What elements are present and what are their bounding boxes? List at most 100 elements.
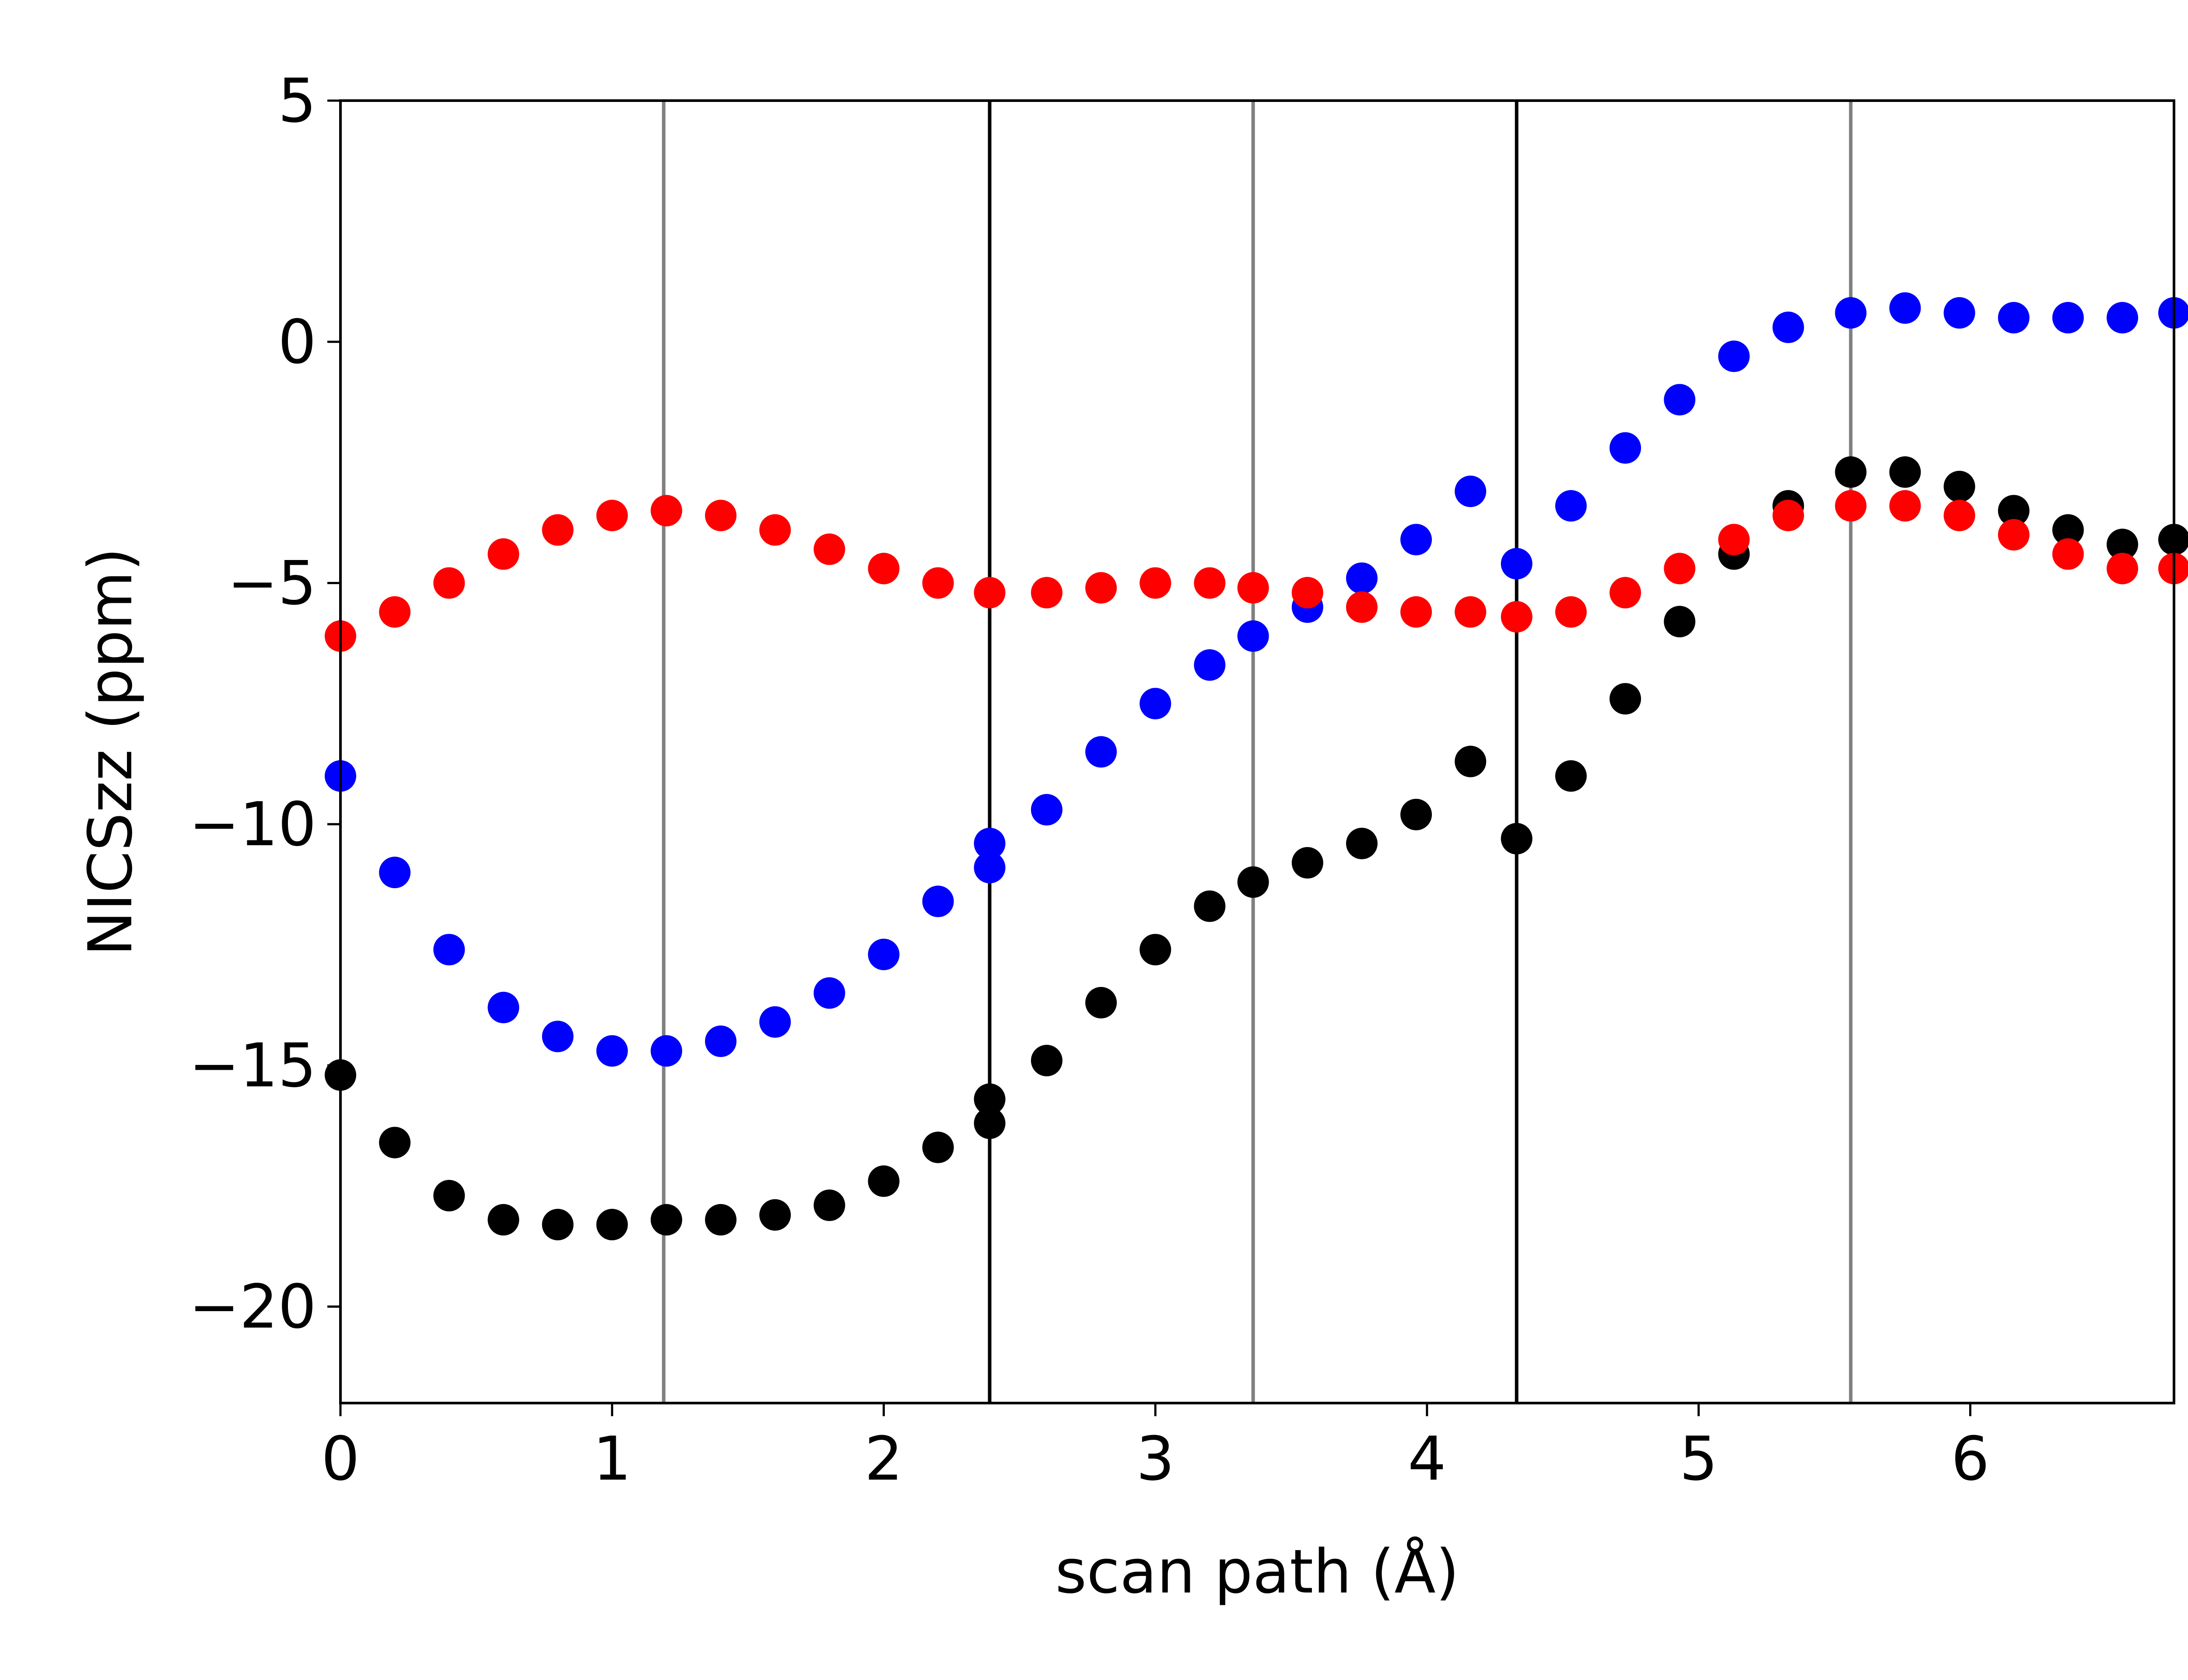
series-0-point-30 (1889, 292, 1921, 324)
y-tick-label: −20 (189, 1271, 316, 1342)
series-0-point-22 (1455, 476, 1487, 508)
y-tick-label: −5 (228, 548, 316, 619)
series-1-point-20 (1346, 827, 1378, 859)
series-1-point-24 (1555, 760, 1587, 792)
series-0-point-17 (1194, 649, 1226, 681)
series-2-point-19 (1346, 591, 1378, 623)
series-1-point-17 (1194, 890, 1226, 922)
x-axis-ticks: 0 1 2 3 4 5 6 (321, 1403, 1989, 1494)
y-tick-label: 5 (278, 66, 316, 136)
series-0-point-24 (1555, 490, 1587, 522)
reference-lines (662, 101, 1853, 1403)
series-2-point-33 (2107, 553, 2139, 584)
series-1-point-11 (922, 1131, 954, 1163)
series-2-point-20 (1400, 596, 1432, 628)
series-1-point-33 (2052, 514, 2084, 546)
series-2-point-31 (1998, 519, 2030, 551)
series-1-point-26 (1664, 606, 1696, 637)
series-1-point-6 (650, 1204, 682, 1236)
plot-area-frame (339, 99, 2175, 1404)
series-1-point-15 (1085, 987, 1117, 1018)
series-2-point-14 (1085, 572, 1117, 604)
series-2-point-30 (1943, 500, 1975, 532)
series-2-point-23 (1555, 596, 1587, 628)
series-0-point-14 (1031, 794, 1062, 826)
series-1-point-14 (1031, 1045, 1062, 1077)
y-tick-label: −10 (189, 789, 316, 860)
series-0-point-5 (596, 1035, 628, 1067)
series-2-point-13 (1031, 577, 1062, 609)
series-1-point-9 (813, 1189, 845, 1221)
series-1-point-4 (542, 1209, 574, 1241)
series-2-point-21 (1455, 596, 1487, 628)
series-2-point-6 (650, 495, 682, 527)
series-0-point-4 (542, 1021, 574, 1053)
series-1-point-8 (759, 1199, 791, 1231)
series-0-point-32 (1998, 302, 2030, 334)
series-2-point-2 (433, 567, 465, 599)
series-2-point-7 (705, 500, 737, 532)
series-1-point-21 (1400, 798, 1432, 830)
series-0-point-23 (1501, 548, 1532, 580)
data-points (325, 292, 2188, 1241)
series-1-point-2 (433, 1180, 465, 1211)
series-1-point-32 (1998, 495, 2030, 527)
series-0-point-3 (487, 991, 519, 1023)
series-0-point-31 (1943, 297, 1975, 329)
series-0-point-9 (813, 977, 845, 1009)
series-2-point-8 (759, 514, 791, 546)
series-0-point-6 (650, 1035, 682, 1067)
series-2-point-16 (1194, 567, 1226, 599)
y-tick-label: 0 (278, 307, 316, 377)
series-2-point-4 (542, 514, 574, 546)
series-0-point-18 (1237, 620, 1269, 652)
series-0-point-21 (1400, 524, 1432, 556)
series-0-point-7 (705, 1026, 737, 1057)
series-0-point-28 (1772, 312, 1804, 343)
x-tick-label: 4 (1408, 1424, 1446, 1494)
series-1-point-12 (974, 1107, 1006, 1139)
series-1-point-31 (1943, 471, 1975, 503)
x-tick-label: 6 (1951, 1424, 1990, 1494)
series-2-point-9 (813, 533, 845, 565)
series-0-point-33 (2052, 302, 2084, 334)
series-1-point-18 (1237, 866, 1269, 898)
series-1-point-16 (1140, 934, 1171, 966)
series-0-point-34 (2107, 302, 2139, 334)
x-tick-label: 3 (1136, 1424, 1175, 1494)
series-2-point-12 (974, 577, 1006, 609)
series-1-point-13 (974, 1083, 1006, 1115)
y-tick-label: −15 (189, 1030, 316, 1101)
series-0-point-10 (868, 938, 900, 970)
series-0-point-16 (1140, 688, 1171, 720)
series-0-point-13 (974, 827, 1006, 859)
series-0-point-25 (1609, 432, 1641, 464)
series-0-point-11 (922, 886, 954, 917)
series-2-point-27 (1772, 500, 1804, 532)
series-1-point-19 (1291, 847, 1323, 879)
series-1-point-34 (2107, 528, 2139, 560)
series-1-point-29 (1835, 456, 1867, 488)
series-2-point-32 (2052, 538, 2084, 570)
y-axis-label: NICSzz (ppm) (75, 548, 146, 956)
x-tick-label: 1 (593, 1424, 631, 1494)
series-0-point-12 (974, 852, 1006, 884)
x-axis-label: scan path (Å) (1055, 1536, 1459, 1607)
series-2-point-24 (1609, 577, 1641, 609)
series-0-point-26 (1664, 384, 1696, 416)
series-0-point-15 (1085, 736, 1117, 768)
series-1-point-7 (705, 1204, 737, 1236)
x-tick-label: 0 (321, 1424, 360, 1494)
series-1-point-10 (868, 1165, 900, 1197)
series-2-point-25 (1664, 553, 1696, 584)
series-0-point-1 (379, 857, 411, 889)
series-1-point-5 (596, 1209, 628, 1241)
series-2-point-28 (1835, 490, 1867, 522)
series-2-point-17 (1237, 572, 1269, 604)
x-tick-label: 2 (865, 1424, 903, 1494)
series-2-point-5 (596, 500, 628, 532)
series-1-point-30 (1889, 456, 1921, 488)
series-2-point-29 (1889, 490, 1921, 522)
